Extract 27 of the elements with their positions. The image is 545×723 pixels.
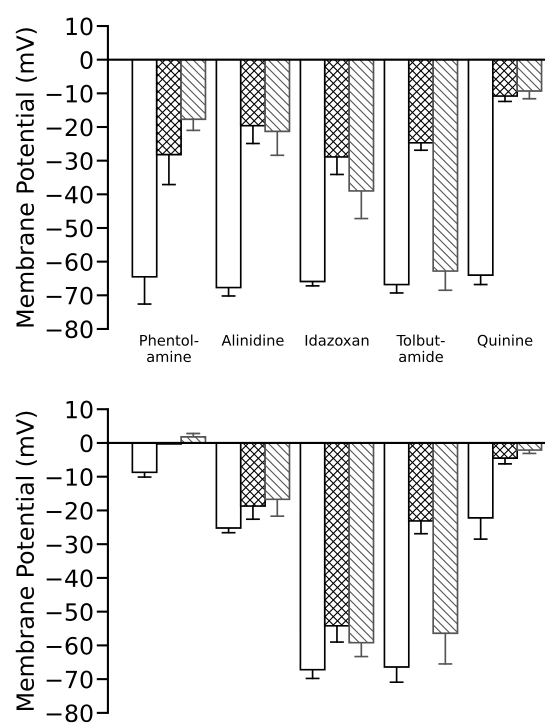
y-tick-label: 10 xyxy=(66,17,92,36)
y-tick-label: −80 xyxy=(46,320,92,338)
y-tick-label: −10 xyxy=(46,84,92,103)
y-tick-label: −60 xyxy=(46,636,92,655)
x-tick-label: Tolbut- amide xyxy=(396,334,445,362)
y-tick-label: −40 xyxy=(46,186,92,204)
y-tick-label: −70 xyxy=(46,670,92,688)
x-tick-label: Idazoxan xyxy=(306,334,368,346)
x-tick-label: Quinine xyxy=(478,334,532,348)
y-tick-label: −40 xyxy=(46,569,92,588)
y-tick-label: −30 xyxy=(46,152,92,170)
y-tick-label: −50 xyxy=(46,603,92,621)
y-tick-label: −50 xyxy=(46,219,92,238)
y-tick-label: −70 xyxy=(46,286,92,305)
y-tick-label: 0 xyxy=(80,51,92,69)
y-tick-label: 0 xyxy=(80,434,92,452)
x-tick-label: Alinidine xyxy=(222,334,284,346)
y-tick-label: 10 xyxy=(66,400,92,419)
y-axis-title: Membrane Potential (mV) xyxy=(16,28,37,326)
y-tick-label: −80 xyxy=(46,704,92,722)
x-tick-label: Phentol- amine xyxy=(140,334,198,362)
y-tick-label: −20 xyxy=(46,118,92,136)
y-axis-title: Membrane Potential (mV) xyxy=(16,412,37,710)
y-tick-label: −30 xyxy=(46,536,92,554)
y-tick-label: −20 xyxy=(46,502,92,520)
y-tick-label: −60 xyxy=(46,253,92,271)
y-tick-label: −10 xyxy=(46,468,92,486)
